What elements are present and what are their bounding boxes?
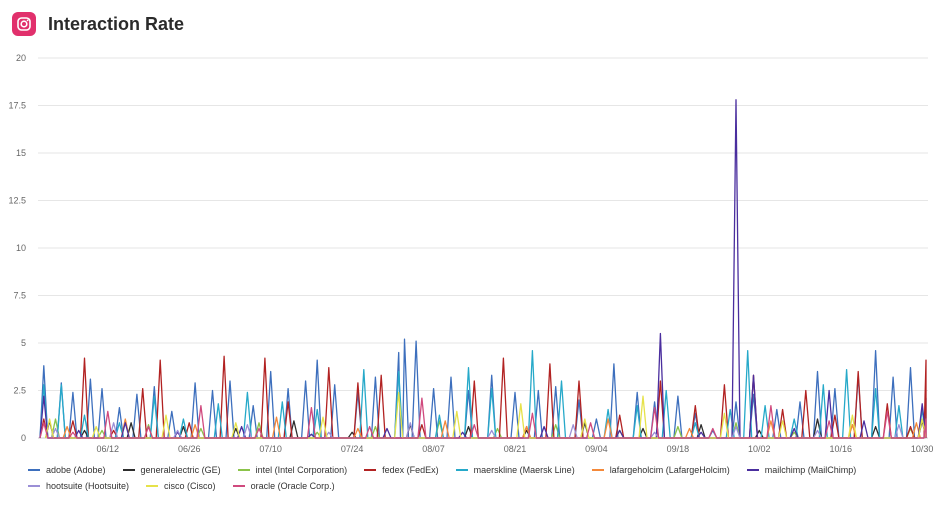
legend-item[interactable]: maerskline (Maersk Line) <box>455 463 575 477</box>
legend-swatch <box>746 469 759 471</box>
legend-swatch <box>28 469 40 471</box>
legend-label: hootsuite (Hootsuite) <box>46 481 130 491</box>
legend-item[interactable]: fedex (FedEx) <box>364 463 439 477</box>
legend-item[interactable]: cisco (Cisco) <box>146 479 216 493</box>
legend-label: oracle (Oracle Corp.) <box>250 481 335 491</box>
instagram-icon <box>12 12 36 36</box>
legend-label: cisco (Cisco) <box>164 481 216 491</box>
y-tick-label: 10 <box>16 243 26 253</box>
x-tick-label: 08/07 <box>422 444 445 454</box>
legend-label: maerskline (Maersk Line) <box>473 465 575 475</box>
x-tick-label: 06/12 <box>97 444 120 454</box>
legend-swatch <box>28 485 40 487</box>
series-line <box>39 355 927 439</box>
legend-label: lafargeholcim (LafargeHolcim) <box>609 465 730 475</box>
legend-swatch <box>146 485 159 487</box>
y-tick-label: 5 <box>21 338 26 348</box>
legend-swatch <box>237 469 250 471</box>
y-tick-label: 17.5 <box>8 101 26 111</box>
legend-item[interactable]: hootsuite (Hootsuite) <box>28 479 129 493</box>
legend-swatch <box>364 469 377 471</box>
chart-header: Interaction Rate <box>12 10 184 38</box>
x-tick-label: 07/10 <box>259 444 282 454</box>
line-chart: 0 2.5 5 7.5 10 12.5 15 17.5 20 06/12 06/26 07/10 07/… <box>8 53 934 454</box>
legend-label: generalelectric (GE) <box>140 465 221 475</box>
y-tick-label: 0 <box>21 433 26 443</box>
x-tick-label: 09/04 <box>585 444 608 454</box>
x-tick-label: 10/30 <box>911 444 934 454</box>
series-line <box>39 99 927 439</box>
legend-item[interactable]: oracle (Oracle Corp.) <box>232 479 335 493</box>
x-tick-label: 10/02 <box>748 444 771 454</box>
series-line <box>39 397 927 439</box>
legend-item[interactable]: adobe (Adobe) <box>28 463 106 477</box>
legend-swatch <box>232 485 245 487</box>
legend-label: intel (Intel Corporation) <box>255 465 348 475</box>
legend-item[interactable]: lafargeholcim (LafargeHolcim) <box>591 463 730 477</box>
x-tick-label: 07/24 <box>341 444 364 454</box>
y-tick-label: 12.5 <box>8 196 26 206</box>
y-tick-label: 20 <box>16 53 26 63</box>
x-tick-label: 09/18 <box>667 444 690 454</box>
chart-title: Interaction Rate <box>48 13 185 34</box>
legend-label: adobe (Adobe) <box>46 465 106 475</box>
series-line <box>39 349 927 439</box>
legend-swatch <box>455 469 468 471</box>
x-tick-label: 10/16 <box>829 444 852 454</box>
y-tick-label: 7.5 <box>13 291 26 301</box>
legend-item[interactable]: intel (Intel Corporation) <box>237 463 348 477</box>
legend-label: fedex (FedEx) <box>382 465 439 475</box>
y-tick-label: 15 <box>16 148 26 158</box>
legend-swatch <box>591 469 604 471</box>
x-tick-label: 08/21 <box>504 444 527 454</box>
x-tick-label: 06/26 <box>178 444 201 454</box>
chart-legend: adobe (Adobe) generalelectric (GE) intel (… <box>28 463 928 493</box>
legend-label: mailchimp (MailChimp) <box>764 465 857 475</box>
legend-swatch <box>122 469 135 471</box>
legend-item[interactable]: mailchimp (MailChimp) <box>746 463 857 477</box>
legend-item[interactable]: generalelectric (GE) <box>122 463 221 477</box>
y-tick-label: 2.5 <box>13 386 26 396</box>
